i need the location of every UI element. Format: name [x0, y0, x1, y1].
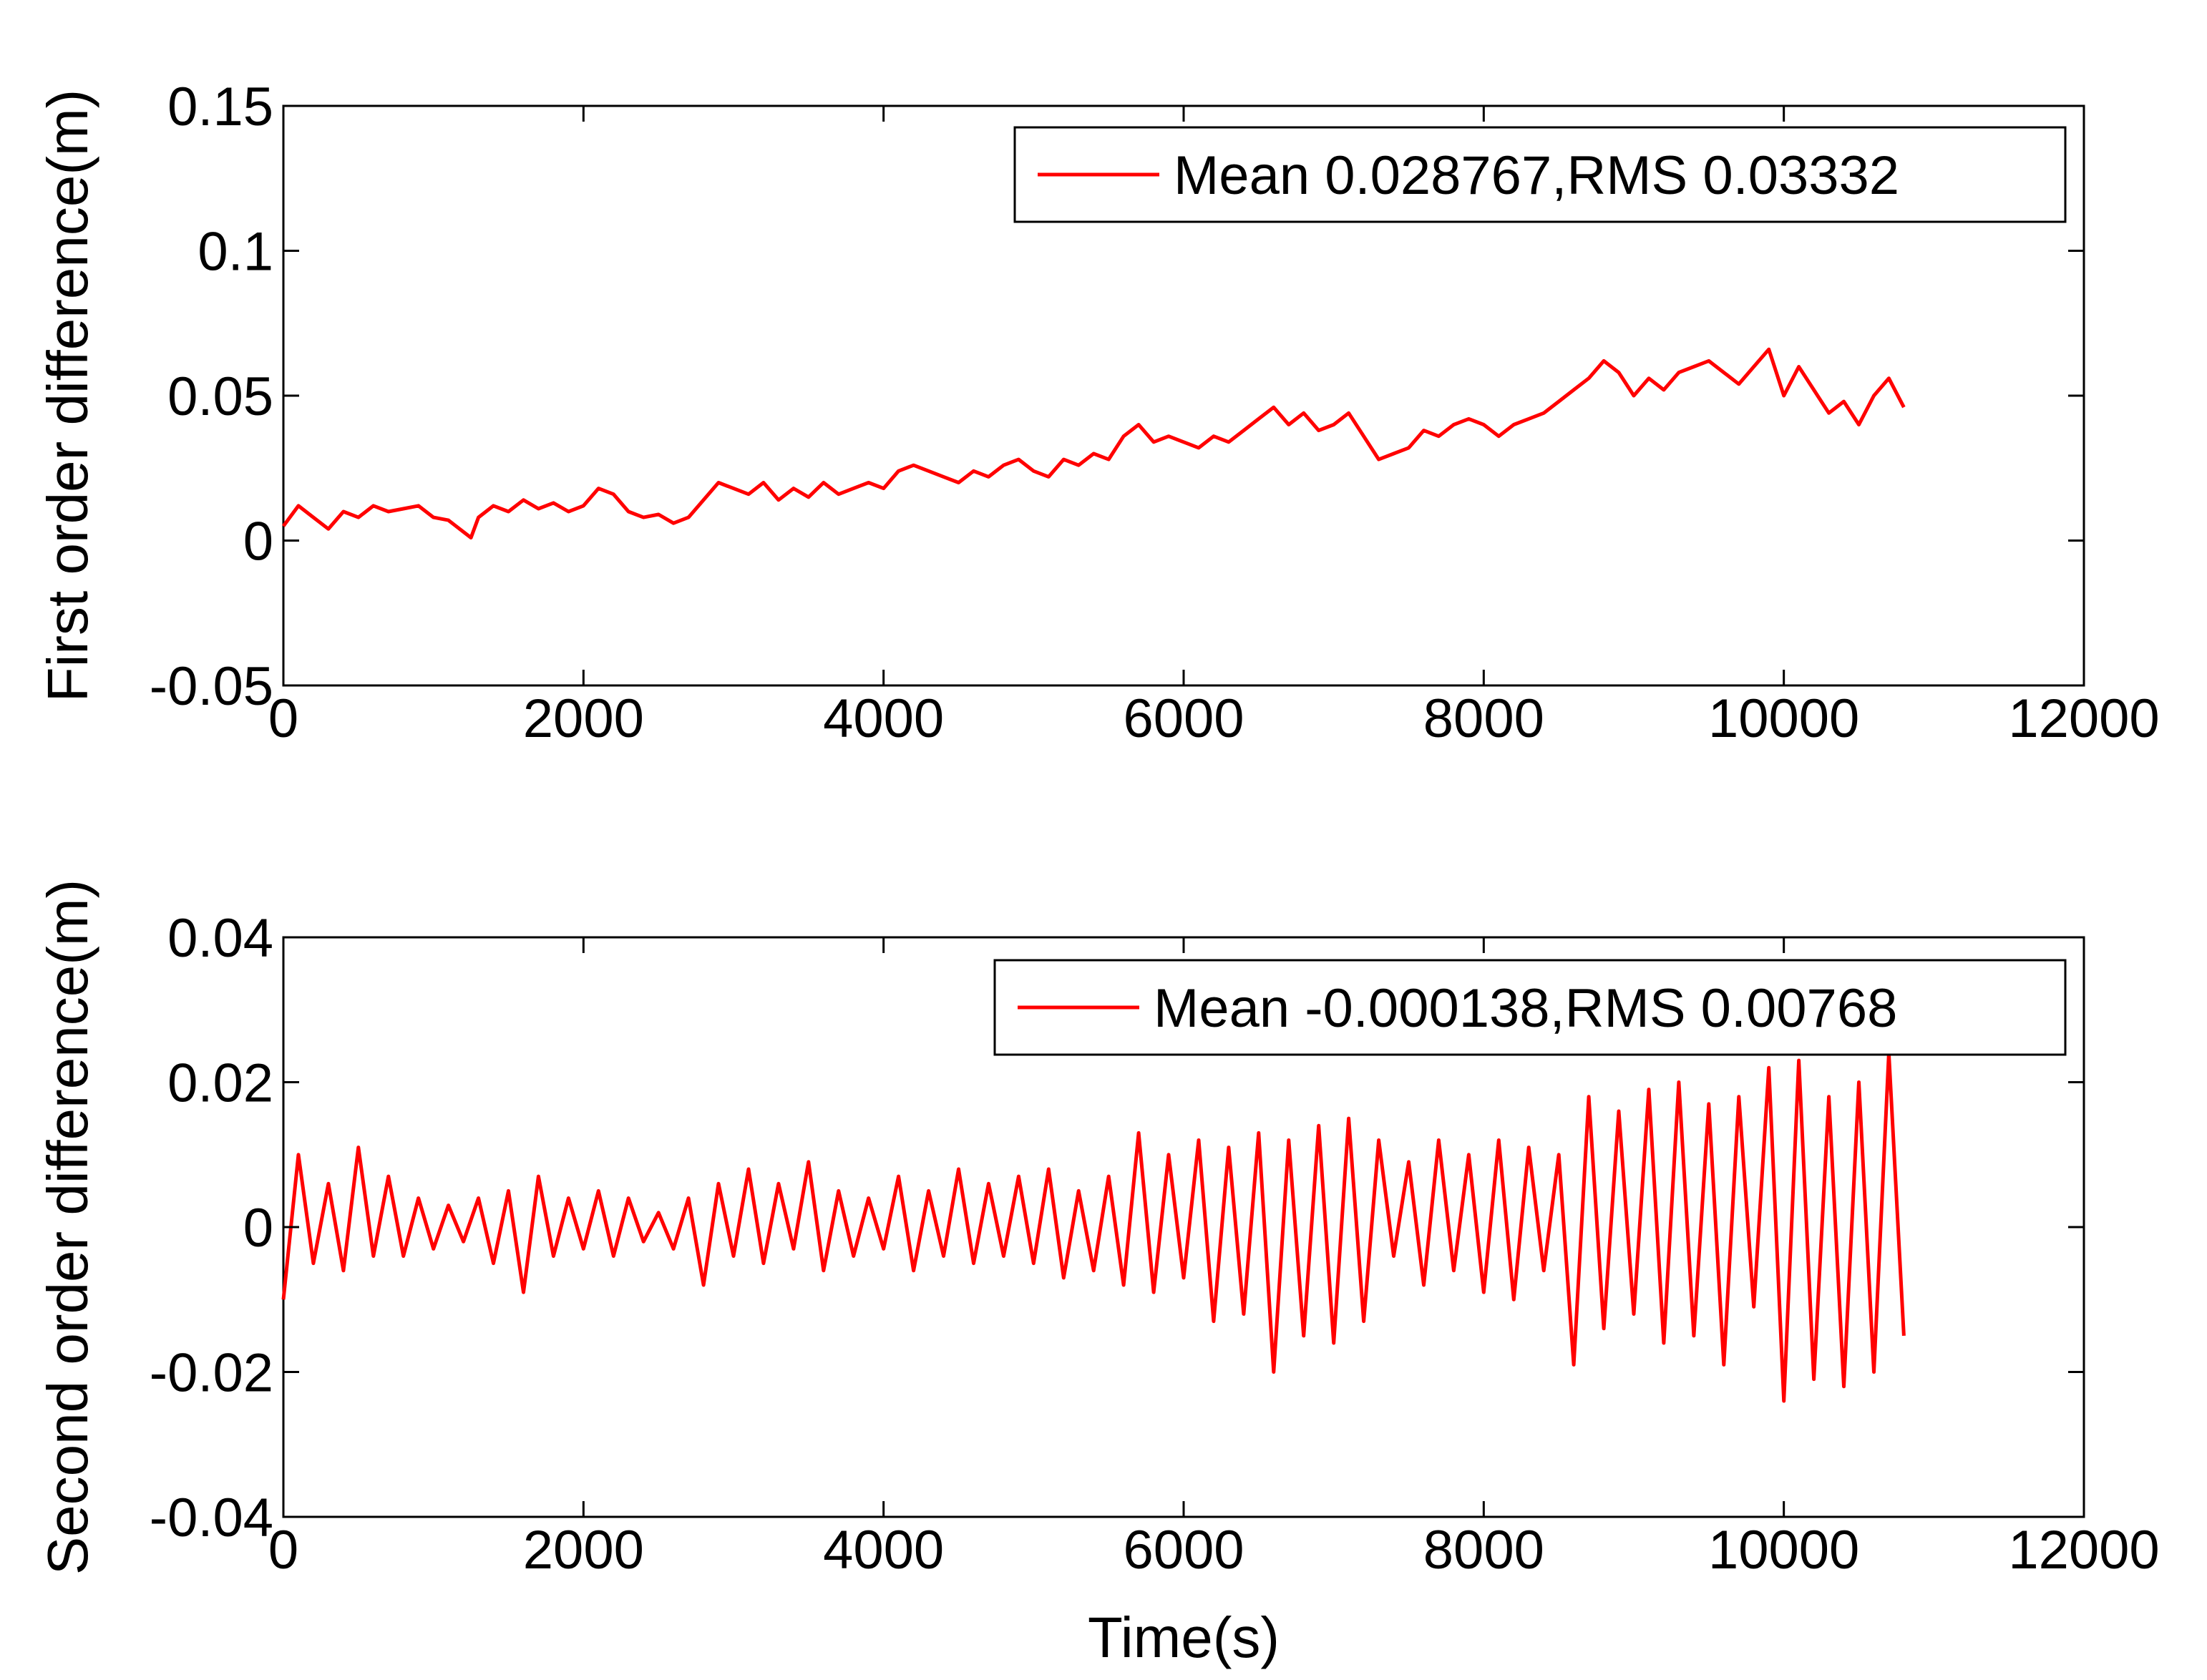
- y-tick-label: 0.02: [167, 1053, 273, 1114]
- y-tick-label: 0.05: [167, 366, 273, 427]
- x-axis-title: Time(s): [1088, 1606, 1280, 1669]
- x-ticks: 0 2000 4000 6000 8000 10000 12000: [268, 106, 2160, 749]
- x-tick-label: 10000: [1708, 1520, 1859, 1581]
- legend: Mean 0.028767,RMS 0.03332: [1013, 126, 2067, 223]
- legend-box: [993, 959, 2067, 1056]
- series-line: [281, 347, 1906, 539]
- y-axis-title: Second order difference(m): [36, 879, 99, 1575]
- x-tick-label: 2000: [523, 688, 644, 749]
- x-tick-label: 4000: [823, 688, 944, 749]
- y-tick-label: 0: [243, 512, 273, 572]
- y-tick-label: 0: [243, 1198, 273, 1259]
- x-tick-label: 6000: [1123, 1520, 1244, 1581]
- x-tick-label: 12000: [2008, 688, 2159, 749]
- second-order-difference-plot: 0 2000 4000 6000 8000 10000 12000 -0.04-0.0200…: [36, 879, 2160, 1669]
- y-ticks: -0.04 -0.02 0 0.02 0.04: [150, 908, 2084, 1548]
- y-tick-label: 0.15: [167, 77, 273, 137]
- y-tick-label: -0.02: [150, 1343, 273, 1404]
- x-tick-label: 8000: [1423, 688, 1544, 749]
- y-tick-label: 0.1: [198, 222, 273, 283]
- x-tick-label: 10000: [1708, 688, 1859, 749]
- y-tick-label: -0.05: [150, 656, 273, 717]
- x-tick-label: 2000: [523, 1520, 644, 1581]
- x-tick-label: 6000: [1123, 688, 1244, 749]
- x-tick-label: 8000: [1423, 1520, 1544, 1581]
- legend-entry: Mean 0.028767,RMS 0.03332: [1174, 145, 1899, 206]
- x-tick-label: 0: [268, 1520, 298, 1581]
- x-tick-label: 12000: [2008, 1520, 2159, 1581]
- series-line: [281, 1051, 1906, 1403]
- x-tick-label: 4000: [823, 1520, 944, 1581]
- x-tick-label: 0: [268, 688, 298, 749]
- first-order-difference-plot: 0 2000 4000 6000 8000 10000 12000 -0.0500.050.…: [36, 77, 2160, 749]
- y-tick-label: -0.04: [150, 1488, 273, 1548]
- x-ticks: 0 2000 4000 6000 8000 10000 12000: [268, 937, 2160, 1581]
- y-tick-label: 0.04: [167, 908, 273, 969]
- y-ticks: -0.05 0 0.05 0.1 0.15: [150, 77, 2084, 717]
- legend-box: [1013, 126, 2067, 223]
- y-axis-title: First order difference(m): [36, 89, 99, 703]
- legend: Mean -0.000138,RMS 0.00768: [993, 959, 2067, 1056]
- legend-entry: Mean -0.000138,RMS 0.00768: [1154, 978, 1897, 1039]
